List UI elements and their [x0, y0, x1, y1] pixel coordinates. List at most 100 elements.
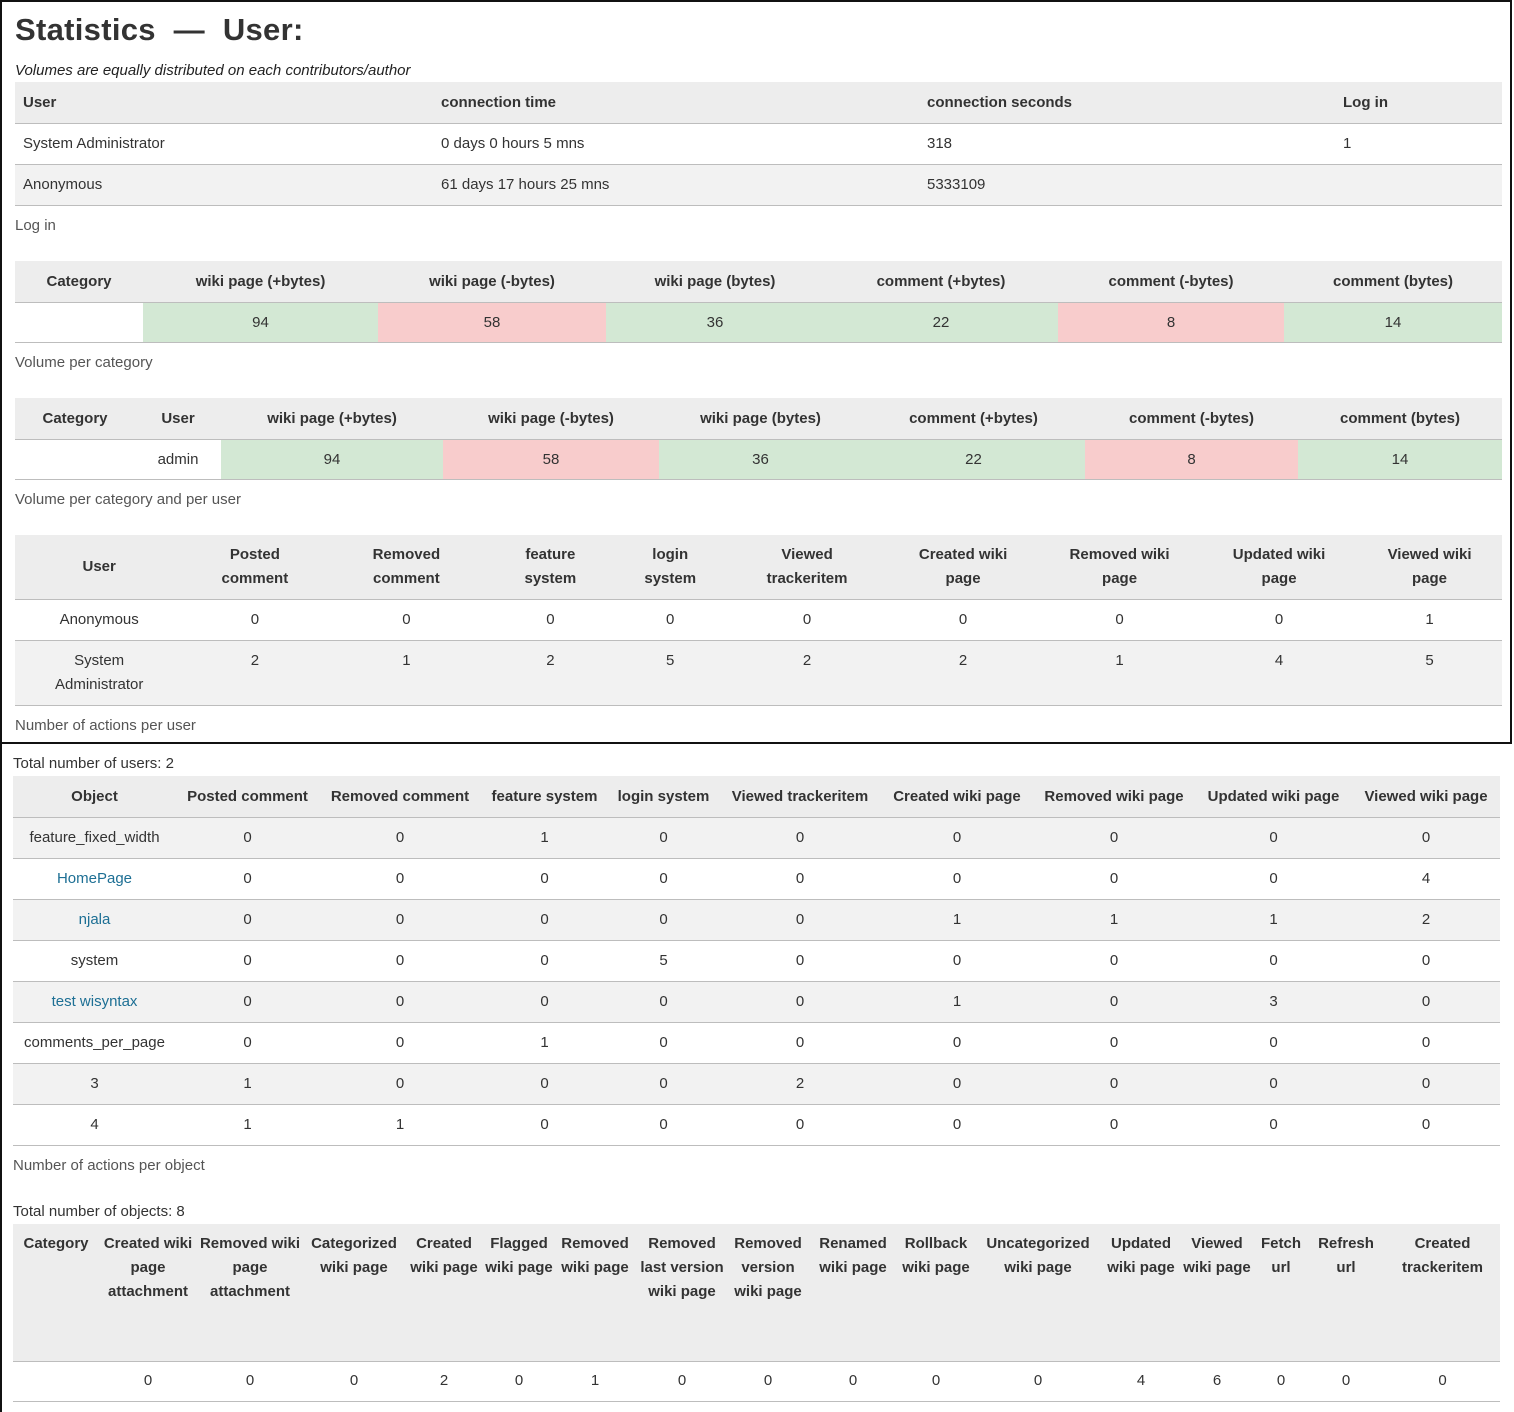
cell: 0: [608, 1104, 719, 1146]
cell: 0: [881, 858, 1033, 900]
cell: 0: [1033, 1104, 1195, 1146]
table-caption: Volume per category and per user: [15, 490, 241, 508]
cell: [15, 439, 135, 480]
cell: 0: [729, 1361, 807, 1402]
volume-category-user-section: Category User wiki page (+bytes) wiki pa…: [15, 398, 1502, 508]
col-header: Created wiki page: [881, 776, 1033, 818]
cell-negative: 58: [443, 439, 659, 480]
cell: 0: [176, 858, 319, 900]
cell: test wisyntax: [13, 981, 176, 1023]
cell: System Administrator: [15, 640, 184, 706]
cell: 0: [176, 981, 319, 1023]
table-row: HomePage 0 0 0 0 0 0 0 0 4: [13, 858, 1500, 900]
table-row: njala 0 0 0 0 0 1 1 1 2: [13, 899, 1500, 941]
table-row: System Administrator 0 days 0 hours 5 mn…: [15, 123, 1502, 165]
cell: 0: [719, 1104, 881, 1146]
col-header: comment (+bytes): [824, 261, 1058, 303]
col-header: Removed wiki page: [1033, 776, 1195, 818]
cell: 5: [614, 640, 727, 706]
cell: 0: [1352, 981, 1500, 1023]
left-border: [0, 742, 2, 1412]
col-header: Viewed wiki page: [1179, 1224, 1255, 1362]
cell: [13, 1361, 99, 1402]
cell: 3: [13, 1063, 176, 1105]
cell-negative: 58: [378, 302, 606, 343]
cell: 0: [326, 599, 487, 641]
cell: njala: [13, 899, 176, 941]
cell-positive: 94: [143, 302, 378, 343]
table-row: Anonymous 0 0 0 0 0 0 0 0 1: [15, 599, 1502, 641]
col-header: Renamed wiki page: [807, 1224, 899, 1362]
cell: 0: [319, 940, 481, 982]
cell: 4: [1352, 858, 1500, 900]
page-title: Statistics — User:: [15, 12, 304, 47]
col-header: Removed comment: [326, 535, 487, 600]
col-header: comment (bytes): [1284, 261, 1502, 303]
cell-positive: 14: [1284, 302, 1502, 343]
col-header: Viewed trackeritem: [726, 535, 889, 600]
table-row: admin 94 58 36 22 8 14: [15, 439, 1502, 480]
cell: 0: [319, 899, 481, 941]
table-row: Anonymous 61 days 17 hours 25 mns 533310…: [15, 164, 1502, 206]
col-header: Viewed wiki page: [1357, 535, 1502, 600]
cell: 4: [1201, 640, 1358, 706]
cell: 0 days 0 hours 5 mns: [440, 123, 926, 165]
cell: 0: [197, 1361, 303, 1402]
col-header: login system: [614, 535, 727, 600]
login-section: User connection time connection seconds …: [15, 82, 1502, 234]
col-header: Categorized wiki page: [303, 1224, 405, 1362]
cell: 0: [1352, 1063, 1500, 1105]
object-link[interactable]: test wisyntax: [51, 993, 138, 1010]
cell: 0: [1195, 1022, 1352, 1064]
cell: 0: [319, 981, 481, 1023]
object-link[interactable]: njala: [78, 911, 111, 928]
cell: 0: [1195, 858, 1352, 900]
cell: 0: [1352, 817, 1500, 859]
cell: 0: [888, 599, 1039, 641]
cell: 0: [481, 858, 608, 900]
col-category: Category: [15, 261, 143, 303]
cell: 2: [486, 640, 615, 706]
cell: 0: [608, 899, 719, 941]
cell: 0: [726, 599, 889, 641]
cell: 1: [1342, 123, 1502, 165]
cell: 1: [176, 1104, 319, 1146]
cell: 0: [719, 817, 881, 859]
cell: 0: [481, 981, 608, 1023]
col-header: Viewed trackeritem: [719, 776, 881, 818]
cell: 0: [1038, 599, 1202, 641]
cell: 0: [608, 817, 719, 859]
col-header: wiki page (+bytes): [143, 261, 378, 303]
cell: 1: [319, 1104, 481, 1146]
cell: 0: [1255, 1361, 1307, 1402]
object-link[interactable]: HomePage: [56, 870, 133, 887]
cell: 0: [881, 940, 1033, 982]
table-caption: Number of actions per user: [15, 716, 196, 734]
cell: 1: [1038, 640, 1202, 706]
cell: 0: [1352, 1104, 1500, 1146]
cell: 0: [176, 899, 319, 941]
cell-positive: 14: [1298, 439, 1502, 480]
cell: System Administrator: [15, 123, 440, 165]
cell-negative: 8: [1058, 302, 1284, 343]
total-objects: Total number of objects: 8: [13, 1203, 185, 1220]
cell: 0: [719, 981, 881, 1023]
col-header: wiki page (+bytes): [221, 398, 443, 440]
col-header: Removed wiki page: [555, 1224, 635, 1362]
cell: 4: [1103, 1361, 1179, 1402]
cell: 0: [1352, 1022, 1500, 1064]
cell: comments_per_page: [13, 1022, 176, 1064]
col-header: comment (+bytes): [862, 398, 1085, 440]
cell: 61 days 17 hours 25 mns: [440, 164, 926, 206]
col-header: Removed comment: [319, 776, 481, 818]
cell: 2: [719, 1063, 881, 1105]
cell: 1: [1357, 599, 1502, 641]
actions-object-section: Object Posted comment Removed comment fe…: [13, 776, 1500, 1174]
cell: 6: [1179, 1361, 1255, 1402]
table-row: test wisyntax 0 0 0 0 0 1 0 3 0: [13, 981, 1500, 1023]
col-header: Rollback wiki page: [899, 1224, 973, 1362]
cell: 0: [608, 1063, 719, 1105]
top-frame: [0, 0, 1512, 744]
cell: 0: [899, 1361, 973, 1402]
